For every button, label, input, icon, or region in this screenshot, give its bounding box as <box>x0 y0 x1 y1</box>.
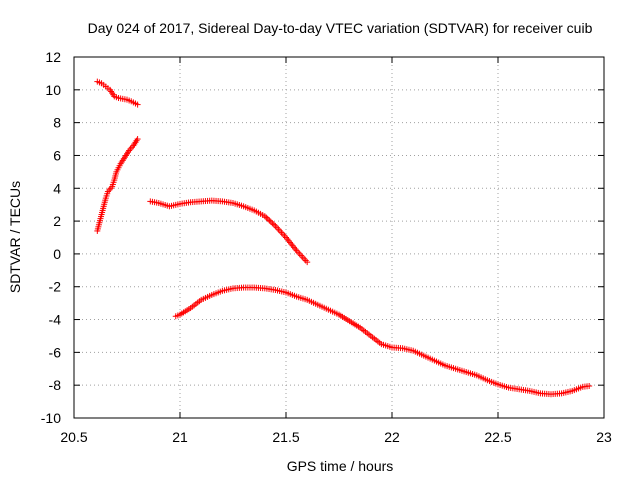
x-tick-label: 20.5 <box>60 429 87 445</box>
y-tick-label: -4 <box>49 312 62 328</box>
data-point <box>304 259 311 266</box>
y-tick-label: 6 <box>53 147 61 163</box>
tick-labels: 20.5 21 21.5 22 22.5 23 -10 -8 -6 -4 -2 0 2 4 6 8 10 12 <box>41 49 612 445</box>
data-point <box>134 101 141 108</box>
data-points <box>94 78 593 398</box>
y-tick-label: 4 <box>53 180 61 196</box>
x-axis-label: GPS time / hours <box>287 458 394 474</box>
grid <box>74 57 604 418</box>
x-tick-label: 21 <box>172 429 188 445</box>
y-tick-label: -6 <box>49 344 62 360</box>
y-tick-label: 0 <box>53 246 61 262</box>
x-tick-label: 23 <box>596 429 612 445</box>
plot-frame <box>73 56 605 419</box>
data-point <box>266 217 273 224</box>
y-tick-label: -10 <box>41 410 61 426</box>
chart-title: Day 024 of 2017, Sidereal Day-to-day VTE… <box>88 20 593 36</box>
data-point <box>134 136 141 143</box>
y-axis-label: SDTVAR / TECUs <box>7 181 23 293</box>
y-tick-label: 10 <box>45 82 61 98</box>
y-tick-label: -8 <box>49 377 62 393</box>
data-point <box>586 383 593 390</box>
x-tick-label: 22.5 <box>484 429 511 445</box>
x-tick-label: 21.5 <box>272 429 299 445</box>
y-tick-label: 12 <box>45 49 61 65</box>
y-tick-label: 8 <box>53 115 61 131</box>
y-tick-label: 2 <box>53 213 61 229</box>
data-point <box>267 218 274 225</box>
ticks <box>73 56 605 419</box>
x-tick-label: 22 <box>384 429 400 445</box>
y-tick-label: -2 <box>49 279 62 295</box>
data-point <box>270 221 277 228</box>
data-point <box>264 215 271 222</box>
